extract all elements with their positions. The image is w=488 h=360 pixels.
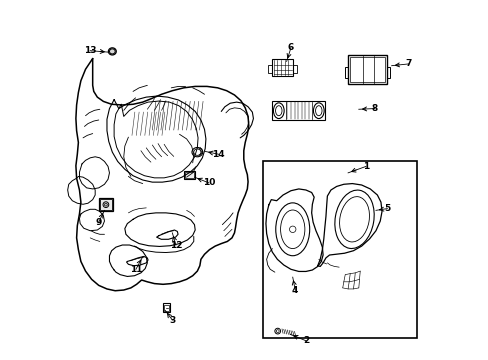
Text: 7: 7	[405, 59, 411, 68]
Ellipse shape	[108, 48, 116, 55]
Bar	[100, 199, 111, 210]
Text: 4: 4	[291, 285, 298, 294]
Bar	[386, 67, 389, 78]
Text: 9: 9	[95, 218, 102, 227]
Text: 2: 2	[302, 336, 308, 345]
Bar	[347, 55, 386, 84]
Ellipse shape	[104, 203, 107, 206]
Bar	[99, 198, 113, 211]
Bar	[272, 59, 292, 76]
Text: 1: 1	[362, 162, 368, 171]
Bar	[263, 161, 417, 338]
Bar	[292, 65, 296, 73]
Bar	[267, 65, 272, 73]
Text: 8: 8	[371, 104, 377, 113]
Text: 12: 12	[169, 240, 182, 249]
Text: 11: 11	[129, 265, 142, 274]
Text: 13: 13	[84, 46, 96, 55]
Text: 3: 3	[169, 315, 175, 324]
Bar	[163, 303, 170, 312]
Bar	[344, 67, 347, 78]
Bar	[349, 57, 384, 82]
Bar	[164, 305, 169, 311]
Text: 10: 10	[202, 178, 215, 187]
Text: 14: 14	[212, 150, 224, 159]
Bar	[183, 171, 195, 179]
Bar	[272, 102, 325, 120]
Bar	[184, 172, 194, 178]
Text: 6: 6	[287, 43, 293, 52]
Text: 5: 5	[384, 204, 390, 213]
